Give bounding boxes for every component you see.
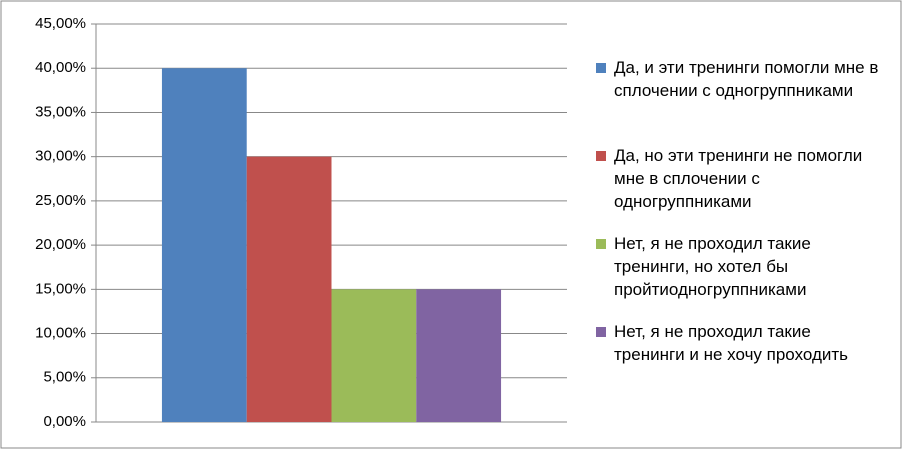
legend: Да, и эти тренинги помогли мне в сплочен… <box>596 56 886 408</box>
legend-swatch <box>596 63 606 73</box>
bar <box>331 289 417 422</box>
bar <box>246 156 332 422</box>
bar <box>161 68 247 422</box>
legend-swatch <box>596 239 606 249</box>
legend-item: Нет, я не проходил такие тренинги, но хо… <box>596 232 886 320</box>
bar <box>416 289 502 422</box>
legend-swatch <box>596 151 606 161</box>
y-tick-label: 20,00% <box>35 236 86 253</box>
y-tick-label: 40,00% <box>35 59 86 76</box>
legend-swatch <box>596 327 606 337</box>
y-tick-label: 45,00% <box>35 15 86 32</box>
legend-label: Да, но эти тренинги не помогли мне в спл… <box>614 146 863 211</box>
y-tick-label: 0,00% <box>43 413 86 430</box>
legend-item: Да, и эти тренинги помогли мне в сплочен… <box>596 56 886 144</box>
legend-label: Да, и эти тренинги помогли мне в сплочен… <box>614 58 879 100</box>
y-tick-label: 15,00% <box>35 280 86 297</box>
legend-item: Нет, я не проходил такие тренинги и не х… <box>596 320 886 408</box>
y-tick-label: 25,00% <box>35 192 86 209</box>
y-tick-label: 10,00% <box>35 325 86 342</box>
y-tick-label: 30,00% <box>35 148 86 165</box>
legend-item: Да, но эти тренинги не помогли мне в спл… <box>596 144 886 232</box>
legend-label: Нет, я не проходил такие тренинги и не х… <box>614 322 849 364</box>
y-tick-label: 5,00% <box>43 369 86 386</box>
legend-label: Нет, я не проходил такие тренинги, но хо… <box>614 234 811 299</box>
y-tick-label: 35,00% <box>35 103 86 120</box>
